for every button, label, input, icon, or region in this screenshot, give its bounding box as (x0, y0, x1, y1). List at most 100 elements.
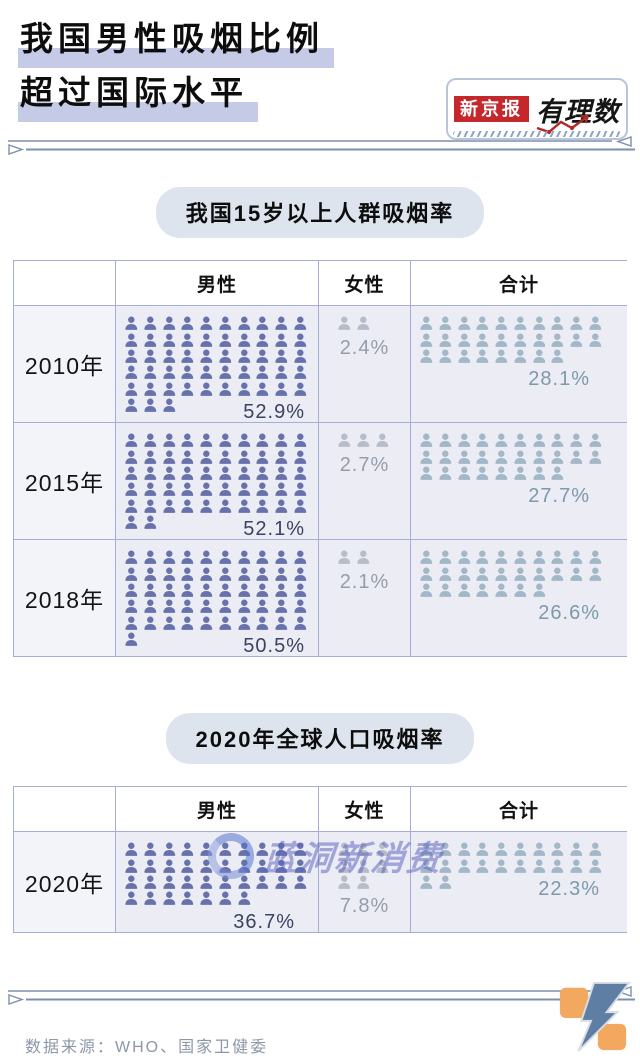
person-icon (254, 616, 271, 631)
person-icon (123, 365, 140, 380)
person-icon (236, 859, 253, 874)
person-icon (336, 842, 353, 857)
triangle-left-icon (8, 994, 25, 1006)
person-icon (217, 433, 234, 448)
person-icon (474, 550, 491, 565)
person-icon (142, 333, 159, 348)
person-icon (493, 450, 510, 465)
person-icon (418, 316, 435, 331)
person-icon (549, 316, 566, 331)
smoking-table-global: 男性 女性 合计 2020年 36.7% 7.8% 22.3% (13, 786, 627, 934)
person-icon (292, 567, 309, 582)
person-icon (418, 875, 435, 890)
divider-bottom (0, 986, 640, 1011)
person-icon (179, 875, 196, 890)
person-icon (254, 482, 271, 497)
person-icon (587, 433, 604, 448)
person-icon (418, 349, 435, 364)
icon-grid: 50.5% (123, 550, 311, 657)
icon-grid: 52.1% (123, 433, 311, 540)
percent-label: 7.8% (339, 895, 390, 918)
person-icon (179, 450, 196, 465)
smoking-table-domestic: 男性 女性 合计 2010年 52.9% 2.4% 28.1% 2015年 52… (13, 260, 627, 658)
person-icon (456, 583, 473, 598)
person-icon (273, 875, 290, 890)
year-label: 2010年 (14, 306, 116, 423)
person-icon (273, 433, 290, 448)
percent-label: 28.1% (528, 368, 590, 391)
pictogram: 22.3% (411, 832, 627, 932)
person-icon (273, 382, 290, 397)
person-icon (217, 365, 234, 380)
person-icon (161, 859, 178, 874)
person-icon (123, 515, 140, 530)
person-icon (437, 433, 454, 448)
person-icon (123, 398, 140, 413)
person-icon (549, 450, 566, 465)
person-icon (549, 349, 566, 364)
person-icon (474, 450, 491, 465)
person-icon (217, 567, 234, 582)
person-icon (123, 349, 140, 364)
person-icon (217, 333, 234, 348)
person-icon (179, 842, 196, 857)
person-icon (161, 842, 178, 857)
triangle-left-icon (8, 144, 25, 156)
person-icon (531, 842, 548, 857)
triangle-right-icon (615, 136, 632, 148)
person-icon (273, 567, 290, 582)
person-icon (336, 433, 353, 448)
person-icon (336, 550, 353, 565)
person-icon (198, 583, 215, 598)
person-icon (292, 499, 309, 514)
person-icon (512, 316, 529, 331)
person-icon (437, 450, 454, 465)
person-icon (336, 316, 353, 331)
person-icon (456, 550, 473, 565)
year-label: 2018年 (14, 540, 116, 657)
person-icon (531, 583, 548, 598)
total-cell-2010: 28.1% (411, 306, 627, 423)
person-icon (512, 567, 529, 582)
person-icon (142, 499, 159, 514)
person-icon (493, 466, 510, 481)
person-icon (355, 859, 372, 874)
person-icon (236, 891, 253, 906)
person-icon (142, 583, 159, 598)
person-icon (198, 891, 215, 906)
female-cell-2015: 2.7% (319, 423, 411, 540)
person-icon (292, 349, 309, 364)
person-icon (198, 567, 215, 582)
person-icon (254, 875, 271, 890)
year-label: 2015年 (14, 423, 116, 540)
person-icon (236, 433, 253, 448)
person-icon (142, 398, 159, 413)
person-icon (142, 365, 159, 380)
person-icon (123, 875, 140, 890)
person-icon (437, 466, 454, 481)
person-icon (236, 550, 253, 565)
pictogram: 7.8% (319, 832, 410, 932)
person-icon (493, 433, 510, 448)
person-icon (456, 859, 473, 874)
person-icon (254, 316, 271, 331)
person-icon (273, 349, 290, 364)
person-icon (474, 433, 491, 448)
person-icon (254, 550, 271, 565)
person-icon (273, 842, 290, 857)
person-icon (254, 333, 271, 348)
divider-top (0, 136, 640, 161)
person-icon (355, 842, 372, 857)
person-icon (198, 859, 215, 874)
person-icon (161, 567, 178, 582)
person-icon (123, 599, 140, 614)
percent-label: 26.6% (538, 602, 600, 625)
male-cell-2010: 52.9% (116, 306, 319, 423)
person-icon (374, 433, 391, 448)
person-icon (123, 583, 140, 598)
person-icon (123, 499, 140, 514)
person-icon (587, 333, 604, 348)
person-icon (418, 450, 435, 465)
pictogram: 36.7% (116, 832, 318, 933)
person-icon (355, 550, 372, 565)
